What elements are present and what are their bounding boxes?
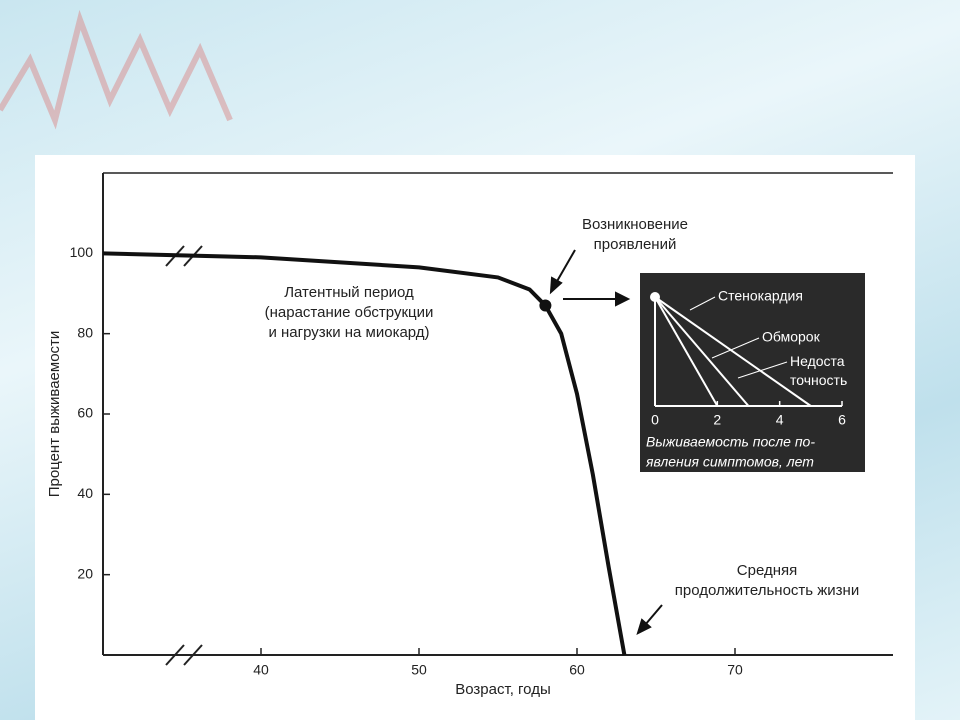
y-tick-label: 100 bbox=[70, 244, 94, 260]
inset-x-label: явления симптомов, лет bbox=[645, 454, 814, 470]
series-line bbox=[654, 296, 719, 407]
annotation: проявлений bbox=[594, 236, 677, 253]
label-leader bbox=[737, 361, 788, 379]
legend-label: Стенокардия bbox=[718, 288, 803, 304]
inset-panel bbox=[640, 273, 865, 472]
annotation: Латентный период bbox=[284, 284, 414, 301]
inset-x-tick-label: 0 bbox=[651, 412, 659, 428]
annotation: (нарастание обструкции bbox=[265, 304, 434, 321]
inset-x-tick-label: 6 bbox=[838, 412, 846, 428]
series-line bbox=[654, 296, 750, 407]
annotation: Средняя bbox=[737, 562, 797, 579]
y-tick-label: 80 bbox=[77, 324, 93, 340]
annotation: Возникновение bbox=[582, 216, 688, 233]
legend-label: Обморок bbox=[762, 329, 821, 345]
arrow bbox=[549, 249, 663, 635]
inset-x-tick-label: 4 bbox=[776, 412, 784, 428]
x-tick-label: 60 bbox=[569, 662, 585, 678]
legend-label: Недоста точность bbox=[790, 353, 847, 388]
inset-x-label: Выживаемость после по- bbox=[646, 434, 815, 450]
label-leader bbox=[711, 337, 760, 359]
label-leader bbox=[689, 296, 716, 311]
inset-x-tick-label: 2 bbox=[713, 412, 721, 428]
y-tick-label: 40 bbox=[77, 485, 93, 501]
series-line bbox=[654, 296, 812, 407]
x-tick-label: 70 bbox=[727, 662, 743, 678]
annotation: и нагрузки на миокард) bbox=[268, 324, 429, 341]
y-tick-label: 20 bbox=[77, 565, 93, 581]
onset-point bbox=[539, 299, 552, 312]
x-axis-label: Возраст, годы bbox=[455, 681, 550, 698]
x-tick-label: 50 bbox=[411, 662, 427, 678]
y-tick-label: 60 bbox=[77, 405, 93, 421]
decoration bbox=[0, 9, 233, 130]
inset-start-point bbox=[650, 292, 660, 302]
x-tick-label: 40 bbox=[253, 662, 269, 678]
annotation: продолжительность жизни bbox=[675, 582, 859, 599]
y-axis-label: Процент выживаемости bbox=[46, 331, 63, 498]
